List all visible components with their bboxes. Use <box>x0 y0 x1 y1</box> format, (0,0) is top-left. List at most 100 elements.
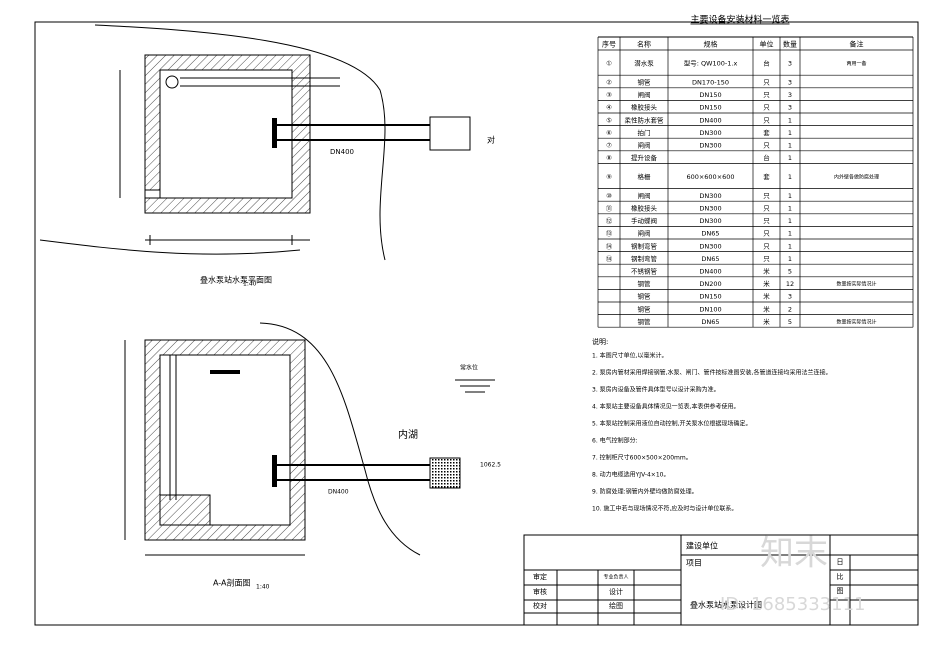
table-cell: ⑨ <box>606 173 612 181</box>
table-cell: 3 <box>788 104 792 112</box>
header-cell: 备注 <box>850 40 864 49</box>
table-cell: ② <box>606 79 612 87</box>
terrain <box>39 24 386 261</box>
table-cell: 米 <box>763 317 770 326</box>
table-cell: 1 <box>788 142 792 150</box>
table-cell: DN100 <box>699 305 721 313</box>
table-cell: 套 <box>763 128 770 137</box>
plan-title: 叠水泵站水泵平面图 <box>200 275 272 285</box>
table-cell: DN300 <box>699 192 721 200</box>
dimension <box>124 340 305 556</box>
table-cell: ⑭ <box>606 255 613 263</box>
table-cell: ⑬ <box>606 230 613 238</box>
table-cell: 12 <box>786 280 794 288</box>
table-cell: DN65 <box>701 318 719 326</box>
role: 校对 <box>533 601 547 610</box>
table-cell: 只 <box>763 91 770 99</box>
table-cell: 钢管 <box>638 317 652 326</box>
table-cell: 米 <box>763 304 770 313</box>
table-cell: 1 <box>788 217 792 225</box>
table-cell: 只 <box>763 104 770 112</box>
note-line: 8. 动力电缆选用YJV-4×10。 <box>592 471 669 479</box>
outlet-pipe <box>275 464 430 481</box>
main-pipe <box>275 124 430 141</box>
table-cell: 5 <box>788 268 792 276</box>
table-cell: 只 <box>763 116 770 124</box>
pump <box>165 75 179 89</box>
slope <box>259 322 421 556</box>
table-cell: 闸阀 <box>638 90 651 99</box>
table-cell: 1 <box>788 173 792 181</box>
role: 绘图 <box>609 601 623 610</box>
note-line: 6. 电气控制部分: <box>592 437 638 445</box>
table-cell: ③ <box>606 91 612 99</box>
note-line: 3. 泵房内设备及管件具体型号以设计采购为准。 <box>592 386 720 394</box>
header-cell: 序号 <box>602 40 616 49</box>
table-cell: 只 <box>763 242 770 250</box>
table-cell: 数量按实际情况计 <box>836 318 876 325</box>
note-line: 9. 防腐处理:钢管内外壁均做防腐处理。 <box>592 488 698 496</box>
table-cell: 米 <box>763 279 770 288</box>
section-title: A-A剖面图 <box>213 578 250 588</box>
table-cell: 600×600×600 <box>686 173 734 181</box>
table-cell: 闸阀 <box>638 141 651 150</box>
table-cell: 米 <box>763 267 770 276</box>
table-cell: 数量按实际情况计 <box>836 281 876 288</box>
header-cell: 单位 <box>760 40 774 49</box>
table-cell: DN400 <box>699 116 721 124</box>
water-label: 常水位 <box>460 364 478 372</box>
table-cell: 1 <box>788 116 792 124</box>
header-cell: 规格 <box>704 40 718 49</box>
role: 设计 <box>609 587 623 596</box>
note-line: 7. 控制柜尺寸600×500×200mm。 <box>592 454 692 462</box>
block-label: 比 <box>837 572 844 581</box>
table-cell: 1 <box>788 242 792 250</box>
dimension <box>119 70 310 245</box>
table-cell: DN65 <box>701 255 719 263</box>
table-cell: ⑥ <box>606 129 612 137</box>
table-cell: 橡胶接头 <box>631 204 658 213</box>
screen <box>429 116 471 151</box>
table-cell: 1 <box>788 154 792 162</box>
table-cell: 钢制弯管 <box>631 254 658 263</box>
table-cell: 提升设备 <box>631 153 658 162</box>
note-line: 1. 本图尺寸单位,以毫米计。 <box>592 352 668 360</box>
valve <box>272 455 277 487</box>
table-cell: 1 <box>788 192 792 200</box>
table-cell: 米 <box>763 292 770 301</box>
table-cell: 1 <box>788 129 792 137</box>
table-cell: 格栅 <box>638 172 652 181</box>
table-cell: 只 <box>763 205 770 213</box>
table-cell: ① <box>606 60 612 68</box>
table-cell: 只 <box>763 192 770 200</box>
table-cell: ⑦ <box>606 142 612 150</box>
level <box>210 370 240 374</box>
table-cell: 1 <box>788 255 792 263</box>
valve <box>272 118 277 148</box>
block-label: 图 <box>837 587 844 595</box>
block-label: 日 <box>837 558 844 566</box>
pump-pit <box>159 494 211 526</box>
screen <box>429 457 461 489</box>
table-cell: ⑪ <box>606 205 613 213</box>
table-cell: DN150 <box>699 293 721 301</box>
door <box>144 189 161 199</box>
notes-heading: 说明: <box>592 337 608 346</box>
table-cell: DN170-150 <box>692 79 729 87</box>
table-cell: 内外壁各做防腐处理 <box>834 174 879 181</box>
section-scale: 1:40 <box>256 584 270 591</box>
table-cell: ⑤ <box>606 116 612 124</box>
role: 审核 <box>533 587 547 596</box>
pipe-label: DN400 <box>328 489 349 496</box>
table-cell: 3 <box>788 79 792 87</box>
note-line: 2. 泵房内管材采用焊接钢管,水泵、闸门、管件按标准图安装,各管道连接均采用法兰… <box>592 369 831 377</box>
section-walls <box>144 339 306 541</box>
table-cell: 闸阀 <box>638 229 651 238</box>
table-title: 主要设备安装材料一览表 <box>690 14 789 26</box>
table-cell: ⑧ <box>606 154 612 162</box>
table-cell: 只 <box>763 255 770 263</box>
table-cell: 1 <box>788 205 792 213</box>
frame <box>34 21 919 626</box>
riser <box>169 355 177 500</box>
table-cell: ⑩ <box>606 192 612 200</box>
